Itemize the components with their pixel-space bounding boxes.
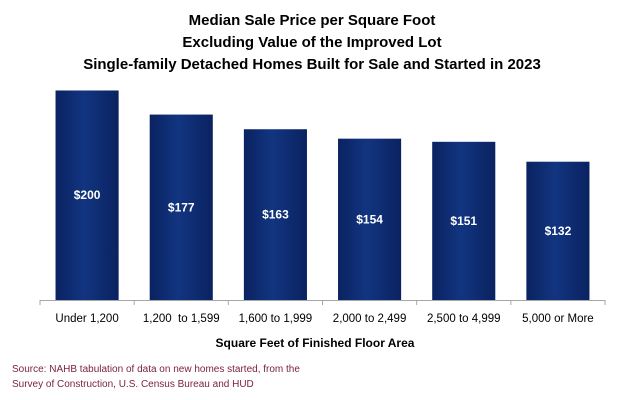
bar xyxy=(55,90,119,300)
source-note: Source: NAHB tabulation of data on new h… xyxy=(12,362,372,392)
category-label: 2,000 to 2,499 xyxy=(333,313,407,325)
bar-value-label: $151 xyxy=(450,214,477,228)
category-label: 5,000 or More xyxy=(522,313,594,325)
chart-title-line-3: Single-family Detached Homes Built for S… xyxy=(83,56,541,73)
chart-title-line-2: Excluding Value of the Improved Lot xyxy=(182,34,442,51)
x-axis-ticks xyxy=(39,300,606,305)
bar xyxy=(243,129,307,300)
source-line-2: Survey of Construction, U.S. Census Bure… xyxy=(12,379,254,390)
source-line-1: Source: NAHB tabulation of data on new h… xyxy=(12,364,300,375)
value-labels: $200 $177 $163 $154 $151 $132 xyxy=(74,188,572,238)
bar-value-label: $132 xyxy=(545,224,572,238)
bar-value-label: $177 xyxy=(168,200,195,214)
bar xyxy=(338,138,402,300)
bar-value-label: $200 xyxy=(74,188,101,202)
category-label: 1,600 to 1,999 xyxy=(239,313,313,325)
bar-value-label: $163 xyxy=(262,208,289,222)
bar xyxy=(526,161,590,300)
x-axis-title: Square Feet of Finished Floor Area xyxy=(216,336,415,350)
category-label: 2,500 to 4,999 xyxy=(427,313,501,325)
category-label: Under 1,200 xyxy=(55,313,118,325)
category-labels: Under 1,200 1,200 to 1,599 1,600 to 1,999 2… xyxy=(55,313,593,325)
category-label: 1,200 to 1,599 xyxy=(143,313,220,325)
bar xyxy=(432,141,496,300)
chart-title-line-1: Median Sale Price per Square Foot xyxy=(188,12,436,29)
bar xyxy=(149,114,213,300)
bar-series xyxy=(55,90,590,300)
bar-value-label: $154 xyxy=(356,212,383,226)
